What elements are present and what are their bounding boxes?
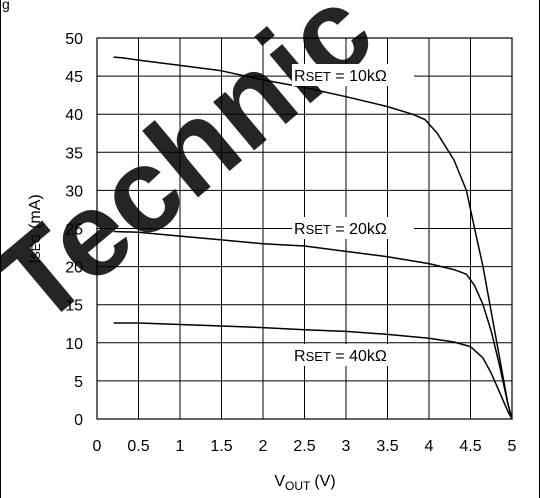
x-tick-label-1: 0.5 [127,438,149,455]
header-fragment: g [2,0,10,12]
x-tick-label-0: 0 [93,438,102,455]
series-label-20k-prefix: R [294,221,306,238]
y-axis-title-sub: SEG [29,234,43,259]
y-tick-label-7: 35 [65,145,83,162]
curve-rset-40k [113,322,513,420]
series-label-40k-prefix: R [294,348,306,365]
series-label-40k-box [292,344,414,366]
x-tick-label-2: 1 [176,438,185,455]
plot-frame [96,37,513,420]
y-tick-label-8: 40 [65,107,83,124]
x-axis-title-sub: OUT [285,479,311,493]
series-label-20k-sub: SET [306,222,331,237]
y-tick-labels: 0 5 10 15 20 25 30 35 40 45 50 [65,31,83,429]
watermark: Technic [0,0,397,350]
x-tick-label-7: 3.5 [376,438,398,455]
series-label-40k: RSET = 40kΩ [292,344,414,366]
series-label-10k: RSET = 10kΩ [292,64,414,86]
y-axis-title: ISEG (mA) [27,194,44,263]
y-tick-label-0: 0 [74,412,83,429]
y-tick-label-10: 50 [65,31,83,48]
series-label-20k-box [292,217,414,239]
x-tick-labels: 0 0.5 1 1.5 2 2.5 3 3.5 4 4.5 5 [93,438,517,455]
y-tick-label-9: 45 [65,69,83,86]
series-label-10k-box [292,64,414,86]
series-label-40k-sub: SET [306,349,331,364]
y-tick-label-6: 30 [65,183,83,200]
x-axis-title: VOUT (V) [274,473,335,493]
y-tick-label-4: 20 [65,260,83,277]
x-tick-label-10: 5 [508,438,517,455]
y-axis-title-main: I [27,259,44,263]
x-tick-label-3: 1.5 [210,438,232,455]
x-tick-label-5: 2.5 [293,438,315,455]
y-tick-label-3: 15 [65,298,83,315]
curve-rset-20k [113,230,513,420]
series-label-40k-text: RSET = 40kΩ [294,348,387,365]
series-label-10k-text: RSET = 10kΩ [294,68,387,85]
x-tick-label-4: 2 [259,438,268,455]
series-label-40k-value: = 40kΩ [331,348,387,365]
series-label-10k-sub: SET [306,69,331,84]
series-label-10k-prefix: R [294,68,306,85]
x-tick-label-8: 4 [425,438,434,455]
x-axis-title-main: V [274,473,285,490]
curve-rset-10k [113,56,513,420]
x-tick-label-6: 3 [342,438,351,455]
y-tick-label-1: 5 [74,374,83,391]
curves [113,56,513,420]
series-label-20k: RSET = 20kΩ [292,217,414,239]
x-axis-title-unit: (V) [314,473,335,490]
plot-area [96,37,513,420]
y-axis-title-unit: (mA) [27,194,44,229]
series-label-20k-text: RSET = 20kΩ [294,221,387,238]
series-label-20k-value: = 20kΩ [331,221,387,238]
y-tick-label-2: 10 [65,336,83,353]
series-label-10k-value: = 10kΩ [331,68,387,85]
x-tick-label-9: 4.5 [459,438,481,455]
y-tick-label-5: 25 [65,222,83,239]
